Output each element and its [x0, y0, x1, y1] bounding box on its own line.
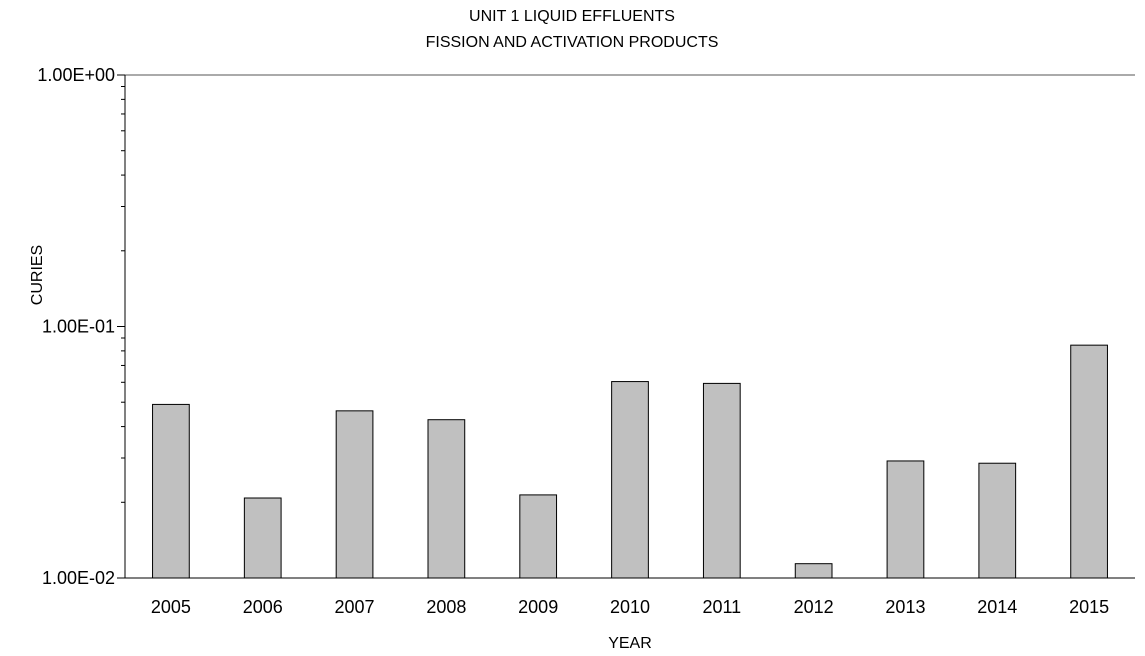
y-axis: 1.00E+00 1.00E-01 1.00E-02 [37, 65, 125, 588]
bar-2010 [611, 381, 649, 579]
y-tick-label: 1.00E+00 [37, 65, 115, 85]
bar-2008 [427, 419, 466, 579]
x-tick-label: 2010 [610, 597, 650, 617]
x-tick-label: 2009 [518, 597, 558, 617]
x-tick-label: 2008 [426, 597, 466, 617]
x-tick-label: 2014 [977, 597, 1017, 617]
y-tick-label: 1.00E-02 [42, 568, 115, 588]
x-tick-labels: 2005 2006 2007 2008 2009 2010 2011 2012 2013 2014… [151, 597, 1109, 617]
x-tick-label: 2012 [794, 597, 834, 617]
chart-title-line-1: UNIT 1 LIQUID EFFLUENTS [469, 8, 675, 25]
bar-2015 [1070, 344, 1108, 579]
bar-2011 [702, 382, 741, 579]
y-tick-label: 1.00E-01 [42, 317, 115, 337]
x-tick-label: 2006 [243, 597, 283, 617]
bar-2012 [794, 563, 833, 579]
x-axis-label: YEAR [608, 635, 652, 652]
bars-group [152, 344, 1108, 579]
bar-2005 [152, 403, 190, 579]
bar-2013 [886, 460, 925, 579]
y-axis-label: CURIES [29, 245, 46, 305]
x-tick-label: 2005 [151, 597, 191, 617]
x-tick-label: 2013 [885, 597, 925, 617]
x-tick-label: 2011 [702, 597, 741, 617]
bar-2014 [978, 462, 1017, 579]
x-tick-label: 2015 [1069, 597, 1109, 617]
bar-2007 [335, 410, 374, 579]
x-tick-label: 2007 [335, 597, 375, 617]
bar-2009 [519, 494, 558, 579]
chart-title-line-2: FISSION AND ACTIVATION PRODUCTS [426, 34, 719, 51]
bar-2006 [243, 497, 282, 579]
